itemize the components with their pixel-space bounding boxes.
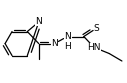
- Text: H: H: [65, 42, 71, 51]
- Text: N: N: [51, 39, 58, 48]
- Text: N: N: [64, 32, 71, 41]
- Text: N: N: [35, 18, 42, 26]
- Text: S: S: [94, 24, 99, 33]
- Text: HN: HN: [87, 43, 101, 52]
